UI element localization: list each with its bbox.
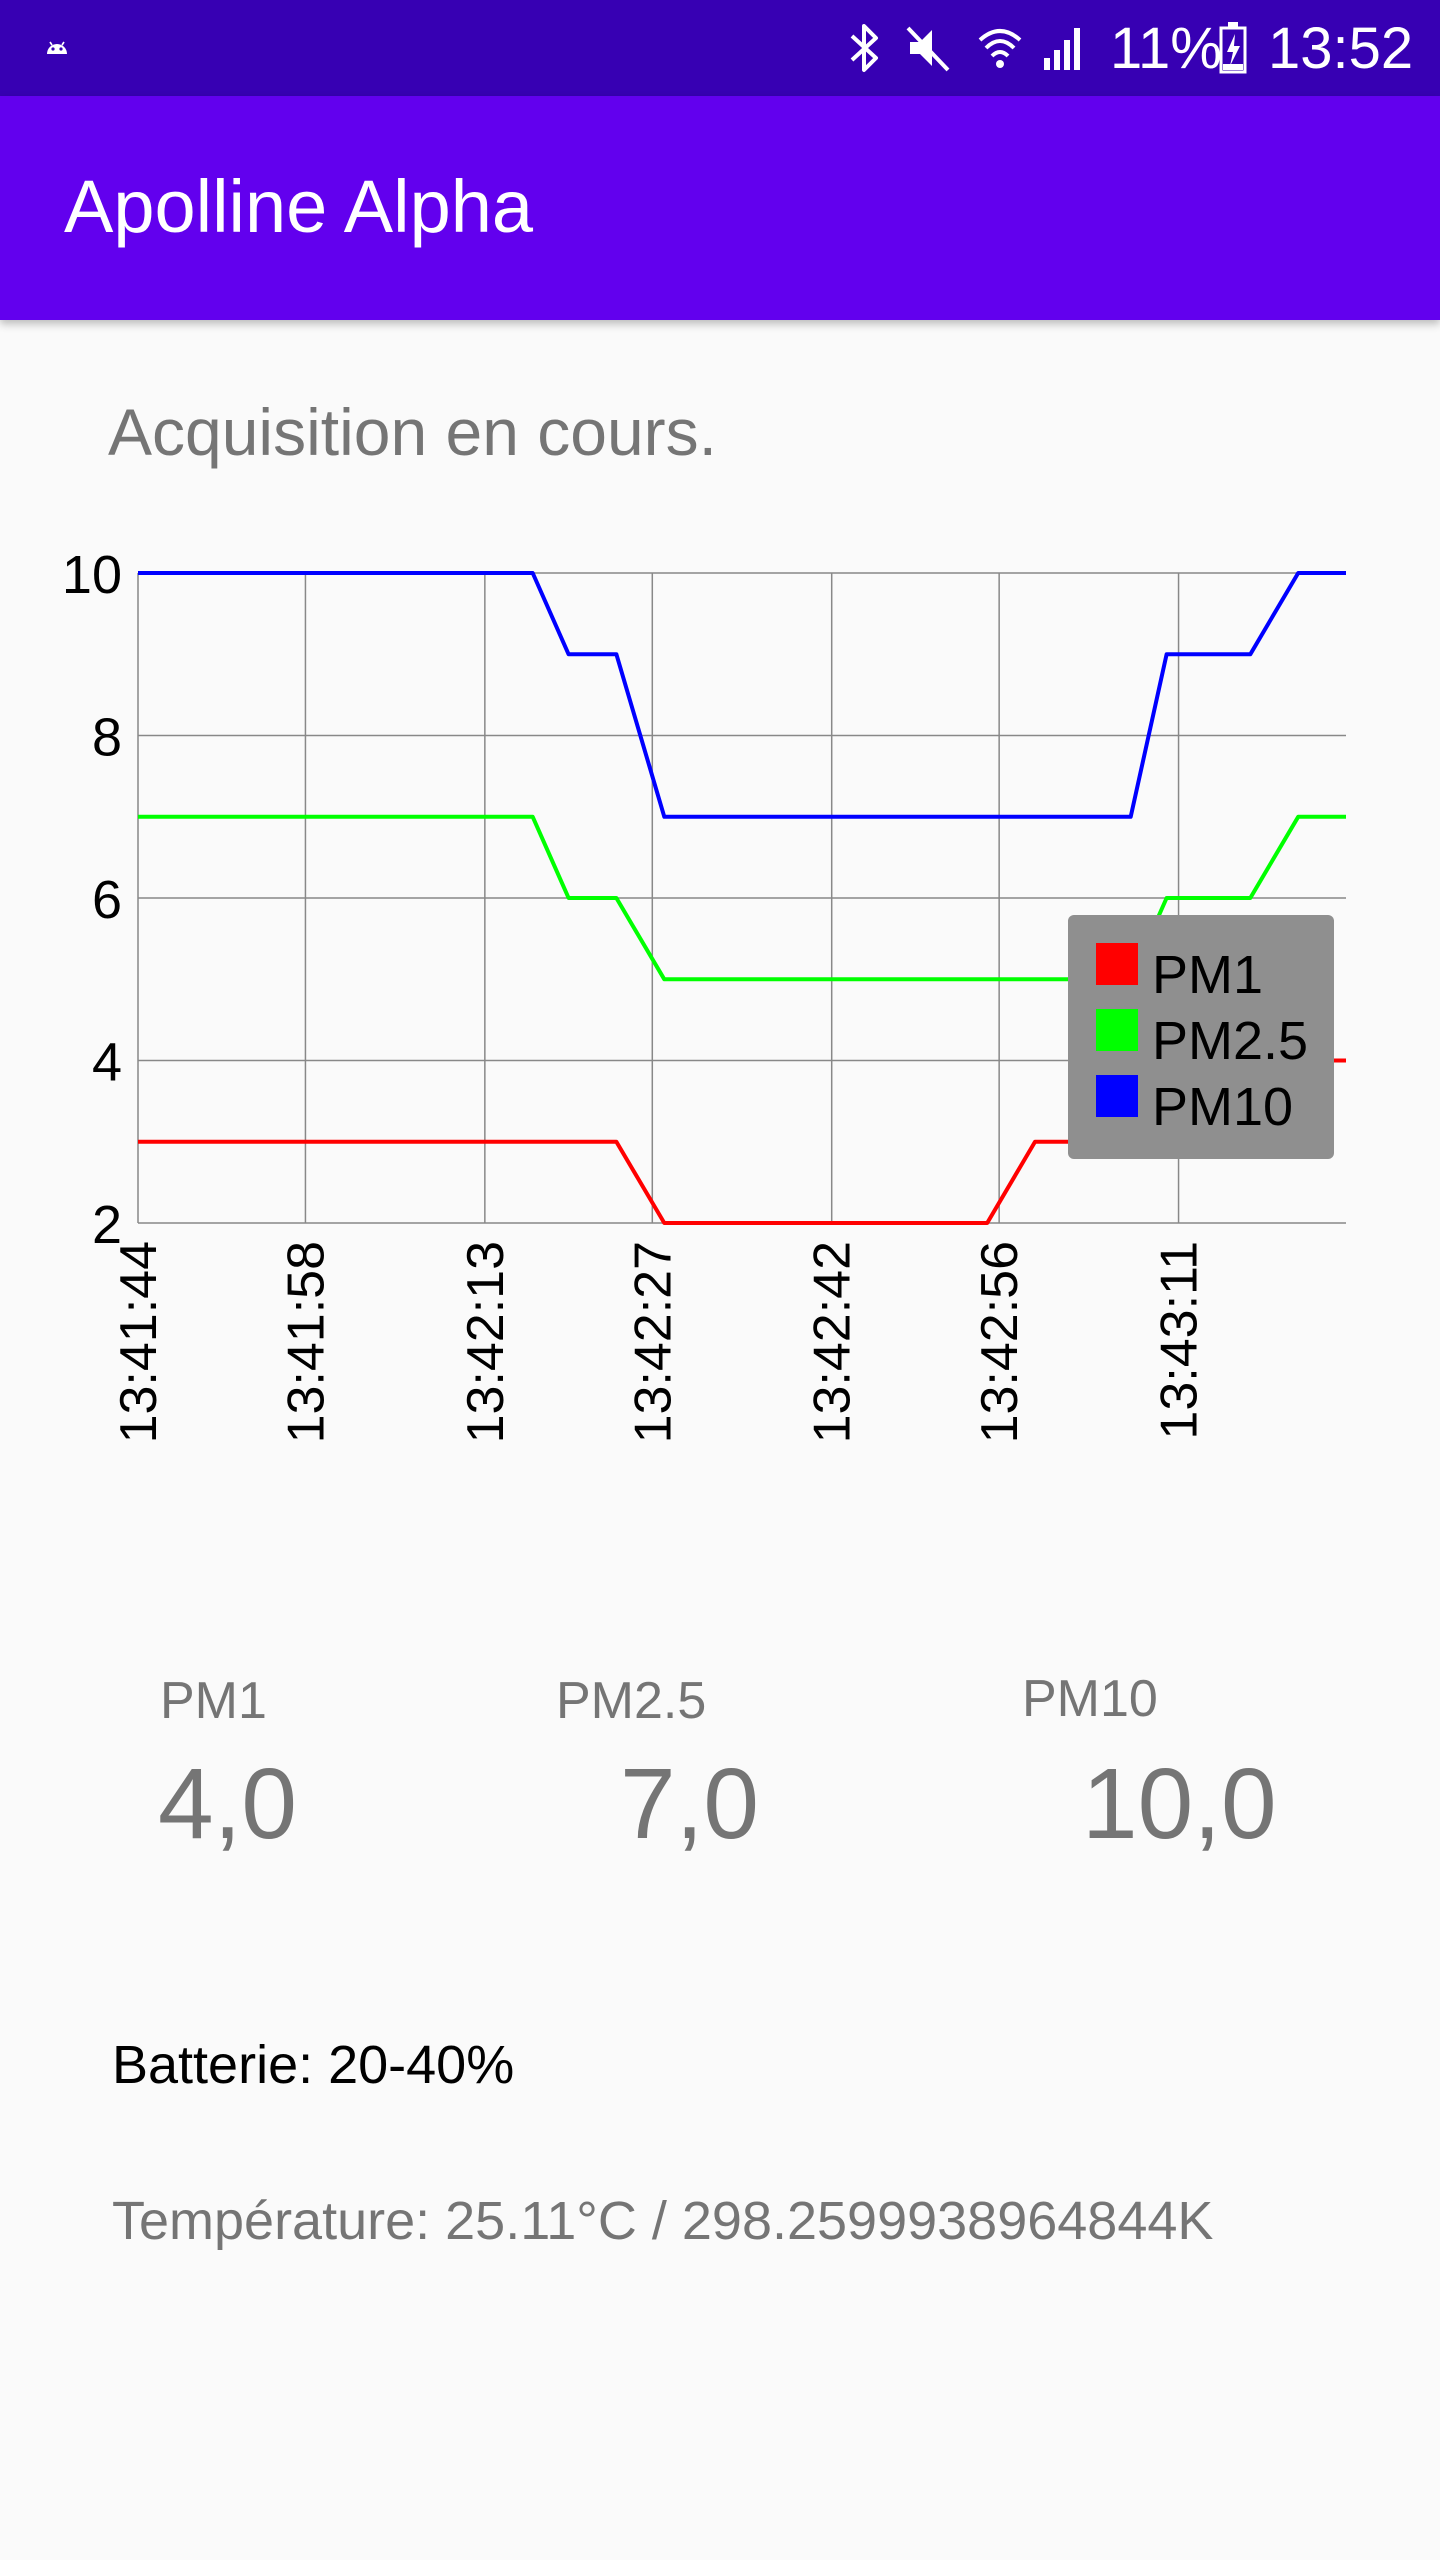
pm-line-chart: 2 4 6 8 10 13:41:44 13:41:58 13:42:13 13:42:27 13… — [62, 545, 1346, 1443]
pm10-value: 10,0 — [1082, 1748, 1277, 1860]
series-line-pm10 — [138, 571, 1346, 819]
pm-chart: 2 4 6 8 10 13:41:44 13:41:58 13:42:13 13:42:27 13… — [0, 520, 1440, 1480]
x-tick-label: 13:42:42 — [804, 1241, 862, 1443]
y-tick-label: 6 — [92, 870, 122, 930]
mute-icon — [906, 26, 950, 72]
acquisition-status: Acquisition en cours. — [108, 395, 717, 469]
temperature-reading: Température: 25.11°C / 298.2599938964844… — [112, 2191, 1214, 2251]
pm25-value: 7,0 — [620, 1748, 760, 1860]
x-tick-label: 13:41:44 — [110, 1241, 168, 1443]
x-tick-label: 13:41:58 — [277, 1241, 335, 1443]
bluetooth-icon — [850, 24, 878, 72]
x-tick-label: 13:42:13 — [457, 1241, 515, 1443]
signal-icon — [1044, 28, 1080, 70]
app-bar: Apolline Alpha — [0, 96, 1440, 320]
pm1-label: PM1 — [160, 1672, 267, 1730]
clock-time: 13:52 — [1268, 16, 1414, 81]
y-tick-label: 2 — [92, 1195, 122, 1255]
legend-swatch — [1096, 1009, 1138, 1051]
legend-label: PM10 — [1152, 1077, 1293, 1137]
y-tick-label: 4 — [92, 1033, 122, 1093]
y-tick-label: 10 — [62, 545, 122, 605]
wifi-icon — [978, 29, 1022, 68]
legend-swatch — [1096, 943, 1138, 985]
battery-status: Batterie: 20-40% — [112, 2035, 515, 2095]
x-tick-label: 13:42:27 — [624, 1241, 682, 1443]
legend-label: PM1 — [1152, 945, 1263, 1005]
pm10-label: PM10 — [1022, 1670, 1158, 1728]
legend-swatch — [1096, 1075, 1138, 1117]
app-title: Apolline Alpha — [64, 165, 534, 248]
legend-label: PM2.5 — [1152, 1011, 1308, 1071]
y-tick-label: 8 — [92, 708, 122, 768]
battery-charging-icon — [1219, 22, 1247, 74]
android-icon — [47, 41, 67, 54]
status-bar: 11% 13:52 — [0, 0, 1440, 96]
x-tick-label: 13:42:56 — [971, 1241, 1029, 1443]
pm25-label: PM2.5 — [556, 1672, 707, 1730]
series-line-pm25 — [138, 814, 1346, 982]
pm1-value: 4,0 — [158, 1748, 298, 1860]
battery-percent: 11% — [1110, 16, 1222, 81]
x-tick-label: 13:43:11 — [1151, 1241, 1209, 1440]
